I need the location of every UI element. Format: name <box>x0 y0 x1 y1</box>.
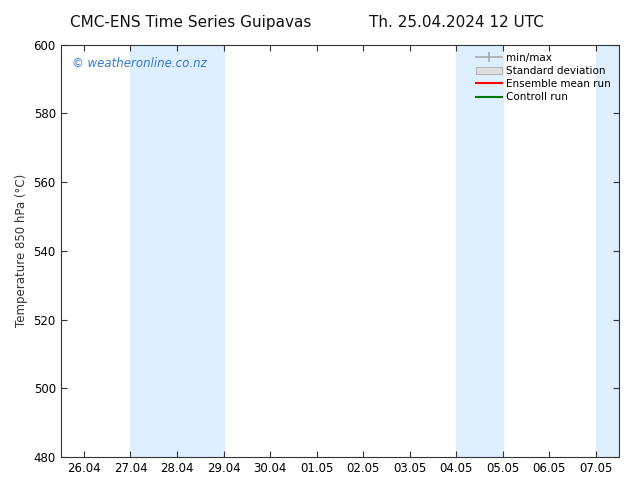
Legend: min/max, Standard deviation, Ensemble mean run, Controll run: min/max, Standard deviation, Ensemble me… <box>472 49 614 105</box>
Bar <box>596 45 619 457</box>
Text: © weatheronline.co.nz: © weatheronline.co.nz <box>72 57 207 70</box>
Bar <box>456 45 503 457</box>
Text: CMC-ENS Time Series Guipavas: CMC-ENS Time Series Guipavas <box>70 15 311 30</box>
Bar <box>131 45 224 457</box>
Y-axis label: Temperature 850 hPa (°C): Temperature 850 hPa (°C) <box>15 174 28 327</box>
Text: Th. 25.04.2024 12 UTC: Th. 25.04.2024 12 UTC <box>369 15 544 30</box>
